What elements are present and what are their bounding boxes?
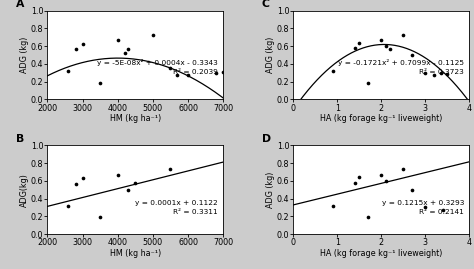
Point bbox=[219, 70, 227, 74]
Point bbox=[212, 71, 220, 75]
Point bbox=[351, 46, 359, 50]
Point bbox=[173, 73, 181, 77]
Point bbox=[149, 33, 156, 37]
Point bbox=[96, 80, 104, 85]
Point bbox=[131, 180, 139, 185]
Point bbox=[121, 51, 128, 55]
Point bbox=[400, 167, 407, 172]
X-axis label: HA (kg forage kg⁻¹ liveweight): HA (kg forage kg⁻¹ liveweight) bbox=[320, 114, 443, 123]
Text: y = 0.0001x + 0.1122
R² = 0.3311: y = 0.0001x + 0.1122 R² = 0.3311 bbox=[135, 200, 218, 215]
Point bbox=[386, 47, 394, 51]
Point bbox=[72, 181, 79, 186]
Text: D: D bbox=[262, 134, 271, 144]
Point bbox=[408, 53, 416, 57]
Y-axis label: ADG (kg): ADG (kg) bbox=[20, 37, 29, 73]
Point bbox=[444, 72, 451, 76]
Point bbox=[79, 176, 86, 180]
Y-axis label: ADG(kg): ADG(kg) bbox=[20, 173, 29, 207]
Point bbox=[167, 167, 174, 172]
Point bbox=[437, 71, 445, 75]
Point bbox=[125, 47, 132, 51]
Point bbox=[439, 208, 447, 212]
Point bbox=[356, 41, 363, 45]
Point bbox=[400, 33, 407, 37]
Point bbox=[382, 179, 390, 183]
Point bbox=[167, 66, 174, 70]
Point bbox=[79, 41, 86, 46]
Point bbox=[408, 187, 416, 192]
Point bbox=[421, 205, 429, 210]
Point bbox=[421, 71, 429, 75]
Point bbox=[365, 215, 372, 219]
Point bbox=[351, 180, 359, 185]
Text: y = -0.1721x² + 0.7099x - 0.1125
R² = 0.3723: y = -0.1721x² + 0.7099x - 0.1125 R² = 0.… bbox=[338, 59, 464, 75]
Point bbox=[356, 175, 363, 179]
Point bbox=[114, 38, 121, 42]
X-axis label: HM (kg ha⁻¹): HM (kg ha⁻¹) bbox=[109, 114, 161, 123]
Y-axis label: ADG (kg): ADG (kg) bbox=[266, 172, 275, 208]
Point bbox=[184, 73, 192, 77]
Point bbox=[64, 204, 73, 208]
Point bbox=[378, 38, 385, 42]
Point bbox=[96, 215, 104, 219]
Point bbox=[125, 187, 132, 192]
Point bbox=[329, 69, 337, 73]
Y-axis label: ADG (kg): ADG (kg) bbox=[266, 37, 275, 73]
Point bbox=[365, 80, 372, 85]
Point bbox=[114, 172, 121, 177]
Point bbox=[382, 44, 390, 48]
Text: y = -5E-08x² + 0.0004x - 0.3343
R² = 0.2039: y = -5E-08x² + 0.0004x - 0.3343 R² = 0.2… bbox=[97, 59, 218, 75]
Point bbox=[378, 172, 385, 177]
Text: A: A bbox=[16, 0, 24, 9]
Text: y = 0.1215x + 0.3293
R² = 0.2141: y = 0.1215x + 0.3293 R² = 0.2141 bbox=[382, 200, 464, 215]
X-axis label: HM (kg ha⁻¹): HM (kg ha⁻¹) bbox=[109, 249, 161, 258]
Point bbox=[64, 69, 73, 73]
Text: C: C bbox=[262, 0, 270, 9]
Point bbox=[430, 73, 438, 77]
X-axis label: HA (kg forage kg⁻¹ liveweight): HA (kg forage kg⁻¹ liveweight) bbox=[320, 249, 443, 258]
Point bbox=[72, 47, 79, 51]
Point bbox=[329, 204, 337, 208]
Text: B: B bbox=[16, 134, 24, 144]
